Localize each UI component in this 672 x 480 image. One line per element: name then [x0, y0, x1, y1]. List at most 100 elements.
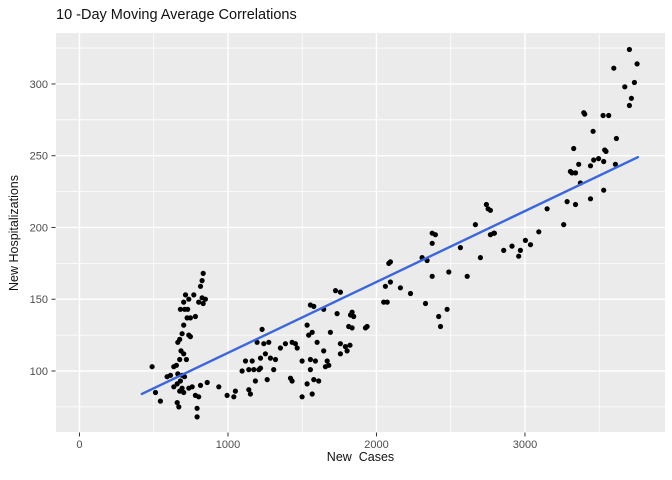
- data-point: [189, 384, 195, 390]
- chart-title: 10 -Day Moving Average Correlations: [56, 7, 297, 23]
- data-point: [200, 300, 206, 307]
- data-point: [186, 296, 192, 302]
- data-point: [612, 161, 619, 167]
- data-point: [576, 161, 582, 167]
- data-point: [622, 84, 628, 90]
- data-point: [351, 313, 357, 320]
- data-point: [176, 404, 182, 410]
- data-point: [197, 382, 204, 388]
- data-point: [572, 170, 579, 176]
- data-point: [626, 102, 633, 109]
- data-point: [181, 389, 187, 396]
- data-point: [337, 351, 343, 357]
- data-point: [282, 341, 288, 347]
- data-point: [152, 389, 159, 396]
- data-point: [261, 341, 267, 347]
- data-point: [384, 299, 390, 305]
- data-point: [267, 355, 273, 361]
- data-point: [299, 358, 305, 364]
- data-point: [432, 232, 438, 238]
- data-point: [204, 379, 210, 386]
- data-point: [628, 95, 635, 101]
- data-point: [247, 391, 253, 397]
- data-point: [634, 61, 640, 67]
- data-point: [231, 394, 237, 400]
- data-point: [246, 367, 252, 373]
- data-point: [197, 283, 204, 289]
- data-point: [242, 358, 249, 364]
- data-point: [587, 163, 594, 169]
- y-tick-label: 150: [30, 294, 48, 306]
- data-point: [185, 306, 191, 312]
- data-point: [307, 367, 313, 373]
- x-tick-label: 3000: [513, 439, 537, 451]
- data-point: [174, 381, 180, 387]
- data-point: [312, 358, 318, 364]
- data-point: [600, 112, 606, 119]
- data-point: [174, 400, 180, 406]
- data-point: [337, 289, 343, 295]
- axis-ticks: [51, 83, 526, 437]
- data-point: [501, 247, 507, 253]
- data-point: [397, 285, 403, 291]
- data-point: [332, 288, 339, 294]
- data-point: [472, 222, 478, 228]
- data-point: [277, 345, 283, 351]
- data-point: [457, 245, 463, 251]
- data-point: [224, 392, 230, 398]
- data-point: [257, 365, 264, 371]
- data-point: [192, 313, 198, 320]
- data-point: [564, 199, 570, 205]
- data-point: [183, 356, 189, 363]
- data-point: [191, 292, 197, 298]
- data-point: [422, 300, 429, 307]
- data-point: [311, 377, 317, 383]
- data-point: [304, 322, 310, 328]
- data-point: [536, 229, 542, 235]
- data-point: [239, 368, 245, 374]
- data-point: [271, 367, 277, 373]
- data-point: [200, 270, 206, 276]
- data-point: [194, 405, 200, 411]
- data-point: [294, 345, 300, 351]
- data-point: [306, 332, 312, 338]
- data-point: [561, 222, 567, 228]
- data-point: [522, 237, 529, 243]
- data-point: [187, 334, 193, 340]
- data-point: [342, 344, 348, 350]
- data-point: [631, 79, 638, 86]
- data-point: [483, 201, 489, 208]
- data-point: [304, 381, 310, 387]
- data-point: [436, 313, 442, 320]
- data-point: [311, 303, 317, 309]
- data-point: [387, 279, 393, 285]
- data-point: [601, 187, 607, 193]
- plot-panel: [56, 33, 665, 432]
- data-point: [181, 322, 187, 328]
- data-point: [307, 356, 313, 363]
- data-point: [446, 269, 452, 275]
- data-point: [181, 299, 187, 305]
- data-point: [266, 339, 272, 345]
- grid-major: [56, 33, 665, 432]
- x-tick-label: 0: [76, 439, 82, 451]
- trend-line: [140, 155, 640, 396]
- data-point: [544, 206, 550, 212]
- data-point: [429, 273, 435, 279]
- y-axis-title: New Hospitalizations: [7, 174, 21, 292]
- data-point: [232, 388, 238, 394]
- data-point: [175, 339, 181, 345]
- data-point: [251, 367, 257, 373]
- y-tick-label: 300: [30, 79, 48, 91]
- grid-minor: [56, 33, 665, 432]
- data-point: [324, 358, 330, 364]
- data-point: [196, 394, 202, 400]
- data-point: [262, 351, 268, 357]
- data-point: [309, 329, 315, 335]
- data-point: [362, 325, 369, 331]
- data-point: [590, 128, 596, 134]
- data-point: [314, 339, 320, 345]
- data-point: [199, 278, 205, 284]
- data-point: [289, 378, 295, 384]
- data-point: [487, 207, 493, 213]
